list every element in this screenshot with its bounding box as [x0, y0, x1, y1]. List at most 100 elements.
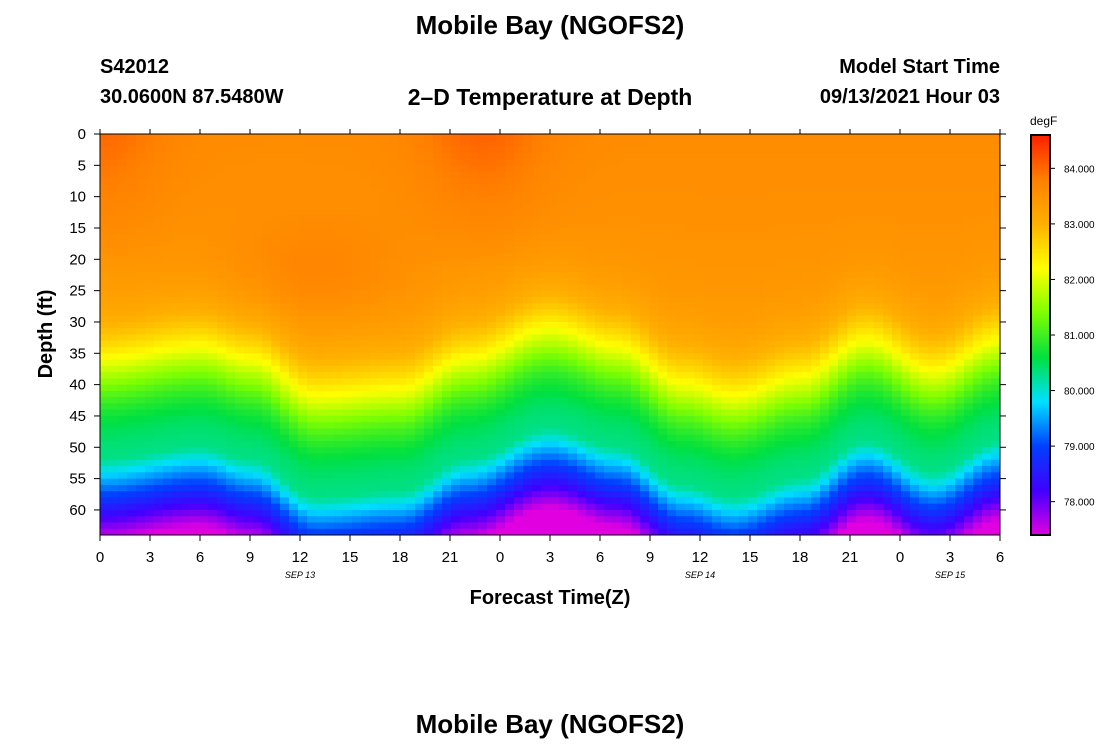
heatmap-cell [262, 165, 272, 173]
heatmap-cell [118, 290, 128, 298]
heatmap-cell [487, 384, 497, 392]
heatmap-cell [226, 215, 236, 223]
heatmap-cell [559, 165, 569, 173]
heatmap-cell [235, 309, 245, 317]
heatmap-cell [523, 209, 533, 217]
heatmap-cell [541, 234, 551, 242]
heatmap-cell [721, 202, 731, 210]
heatmap-cell [244, 152, 254, 160]
heatmap-cell [550, 215, 560, 223]
heatmap-cell [892, 215, 902, 223]
heatmap-cell [694, 365, 704, 373]
heatmap-cell [730, 321, 740, 329]
heatmap-cell [226, 284, 236, 292]
heatmap-cell [586, 240, 596, 248]
heatmap-cell [946, 321, 956, 329]
heatmap-cell [181, 202, 191, 210]
heatmap-cell [640, 378, 650, 386]
heatmap-cell [199, 253, 209, 260]
heatmap-cell [424, 177, 434, 185]
heatmap-cell [982, 365, 992, 373]
heatmap-cell [217, 284, 227, 292]
heatmap-cell [307, 196, 317, 204]
heatmap-cell [910, 196, 920, 204]
heatmap-cell [649, 196, 659, 204]
heatmap-cell [820, 134, 830, 141]
heatmap-cell [190, 397, 200, 405]
heatmap-cell [937, 177, 947, 185]
heatmap-cell [145, 290, 155, 298]
heatmap-cell [955, 159, 965, 166]
heatmap-cell [343, 278, 353, 285]
heatmap-cell [343, 334, 353, 342]
heatmap-cell [766, 159, 776, 166]
heatmap-cell [163, 184, 173, 191]
heatmap-cell [523, 146, 533, 154]
heatmap-cell [541, 284, 551, 292]
heatmap-cell [766, 278, 776, 285]
heatmap-cell [127, 315, 137, 323]
heatmap-cell [892, 403, 902, 411]
heatmap-cell [253, 190, 263, 198]
heatmap-cell [721, 328, 731, 336]
heatmap-cell [676, 140, 686, 148]
heatmap-cell [235, 246, 245, 254]
heatmap-cell [892, 202, 902, 210]
heatmap-cell [676, 315, 686, 323]
heatmap-cell [460, 441, 470, 448]
heatmap-cell [640, 240, 650, 248]
heatmap-cell [865, 221, 875, 229]
heatmap-cell [496, 134, 506, 141]
heatmap-cell [748, 434, 758, 442]
heatmap-cell [388, 165, 398, 173]
heatmap-cell [919, 202, 929, 210]
heatmap-cell [316, 296, 326, 304]
heatmap-cell [298, 428, 308, 436]
heatmap-cell [577, 259, 587, 267]
heatmap-cell [505, 378, 515, 386]
heatmap-cell [622, 196, 632, 204]
heatmap-cell [613, 403, 623, 411]
heatmap-cell [982, 409, 992, 417]
heatmap-cell [352, 152, 362, 160]
heatmap-cell [766, 259, 776, 267]
heatmap-cell [541, 152, 551, 160]
heatmap-cell [262, 334, 272, 342]
heatmap-cell [532, 303, 542, 311]
heatmap-cell [631, 227, 641, 235]
heatmap-cell [316, 184, 326, 191]
heatmap-cell [694, 265, 704, 273]
heatmap-cell [127, 278, 137, 285]
heatmap-cell [910, 403, 920, 411]
heatmap-cell [280, 202, 290, 210]
heatmap-cell [577, 397, 587, 405]
heatmap-cell [748, 265, 758, 273]
heatmap-cell [514, 290, 524, 298]
heatmap-cell [766, 209, 776, 217]
heatmap-cell [154, 365, 164, 373]
heatmap-cell [289, 221, 299, 229]
heatmap-cell [325, 334, 335, 342]
heatmap-cell [613, 146, 623, 154]
heatmap-cell [712, 409, 722, 417]
heatmap-cell [928, 184, 938, 191]
heatmap-cell [118, 378, 128, 386]
heatmap-cell [946, 265, 956, 273]
heatmap-cell [874, 359, 884, 367]
heatmap-cell [703, 184, 713, 191]
heatmap-cell [901, 209, 911, 217]
heatmap-cell [694, 234, 704, 242]
heatmap-cell [622, 359, 632, 367]
heatmap-cell [847, 296, 857, 304]
heatmap-cell [406, 372, 416, 379]
heatmap-cell [532, 422, 542, 430]
heatmap-cell [730, 202, 740, 210]
heatmap-cell [253, 321, 263, 329]
heatmap-cell [910, 202, 920, 210]
heatmap-cell [217, 397, 227, 405]
heatmap-cell [199, 353, 209, 361]
heatmap-cell [118, 372, 128, 379]
heatmap-cell [865, 152, 875, 160]
heatmap-cell [433, 240, 443, 248]
heatmap-cell [163, 159, 173, 166]
